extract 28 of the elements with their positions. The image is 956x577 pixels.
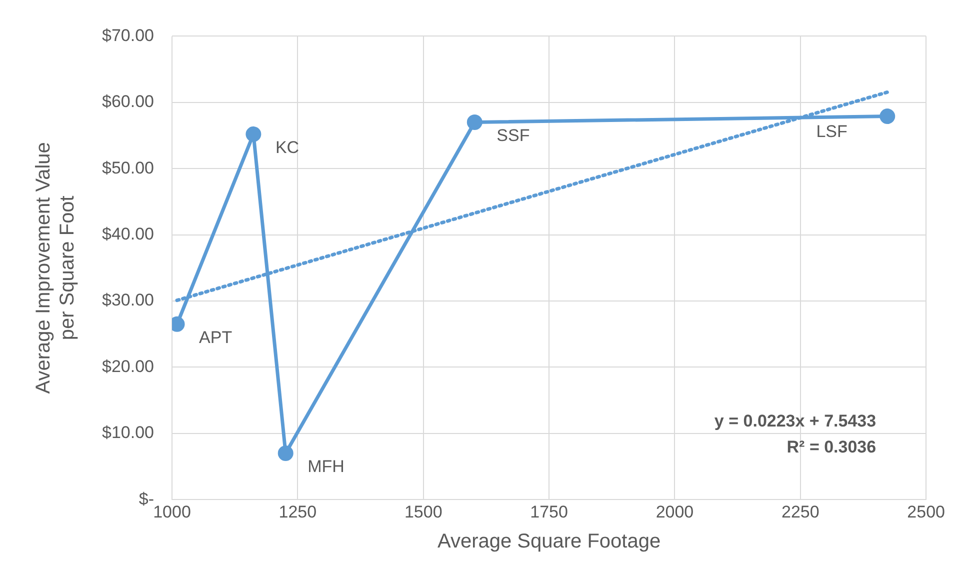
y-tick-label: $30.00 (102, 290, 154, 310)
y-tick-label: $50.00 (102, 158, 154, 178)
x-axis-title: Average Square Footage (437, 530, 661, 553)
annotation: APT (199, 328, 232, 347)
annotation: R² = 0.3036 (786, 437, 876, 456)
annotation: MFH (308, 456, 344, 476)
point (278, 446, 294, 462)
x-tick-label: 2500 (907, 502, 946, 522)
x-tick-label: 2000 (656, 502, 694, 522)
y-tick-label: $- (138, 489, 154, 508)
annotation: y = 0.0223x + 7.5433 (714, 411, 876, 430)
y-tick-label: $60.00 (102, 92, 154, 112)
x-tick-label: 2250 (781, 502, 820, 522)
annotation: LSF (816, 122, 848, 141)
point (880, 108, 896, 124)
x-tick-label: 1500 (404, 502, 442, 522)
x-tick-label: 1250 (278, 502, 317, 522)
y-tick-label: $10.00 (102, 423, 154, 442)
annotation: SSF (496, 126, 530, 145)
x-tick-label: 1000 (153, 502, 191, 522)
y-tick-label: $40.00 (102, 224, 154, 244)
point (466, 114, 482, 130)
y-tick-label: $70.00 (102, 26, 154, 45)
x-tick-label: 1750 (530, 502, 568, 522)
y-tick-label: $20.00 (102, 356, 154, 376)
y-axis-title: Average Improvement Value per Square Foot (32, 142, 79, 394)
annotation: KC (275, 138, 300, 157)
point (246, 126, 262, 142)
